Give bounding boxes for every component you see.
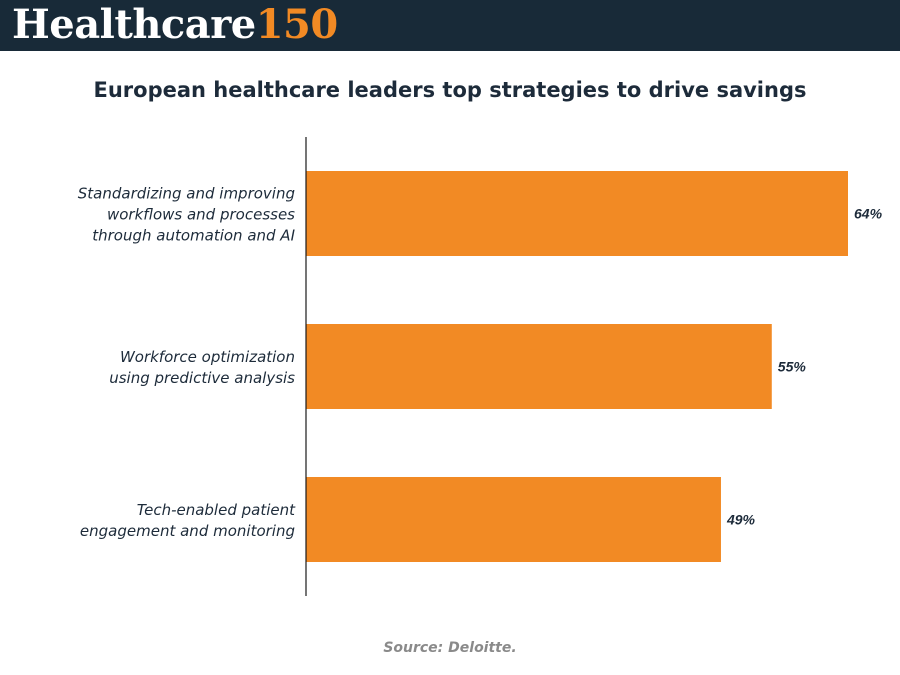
bar-value-label-0: 64%: [854, 206, 883, 222]
healthcare150-logo: Healthcare150: [12, 1, 338, 49]
bar-value-label-1: 55%: [778, 359, 807, 375]
category-label-line: workflows and processes: [107, 206, 295, 224]
source-note: Source: Deloitte.: [383, 640, 517, 656]
bar-1: [306, 324, 772, 409]
bar-2: [306, 477, 721, 562]
category-label-1: Workforce optimization using predictive a…: [109, 348, 295, 387]
category-label-2: Tech-enabled patient engagement and monit…: [80, 501, 296, 540]
logo-word: Healthcare: [12, 1, 256, 48]
bar-chart: 64% Standardizing and improving workflows …: [78, 137, 883, 596]
category-label-line: Standardizing and improving: [78, 185, 295, 203]
category-label-line: using predictive analysis: [109, 369, 295, 387]
category-label-0: Standardizing and improving workflows and…: [78, 185, 296, 245]
chart-title: European healthcare leaders top strategi…: [93, 78, 807, 102]
bar-0: [306, 171, 848, 256]
category-label-line: Workforce optimization: [120, 348, 295, 366]
category-label-line: engagement and monitoring: [80, 522, 295, 540]
bar-value-label-2: 49%: [726, 512, 756, 528]
category-label-line: through automation and AI: [92, 227, 295, 245]
category-label-line: Tech-enabled patient: [137, 501, 296, 519]
header-banner: Healthcare150: [0, 0, 900, 51]
logo-number: 150: [255, 1, 339, 48]
